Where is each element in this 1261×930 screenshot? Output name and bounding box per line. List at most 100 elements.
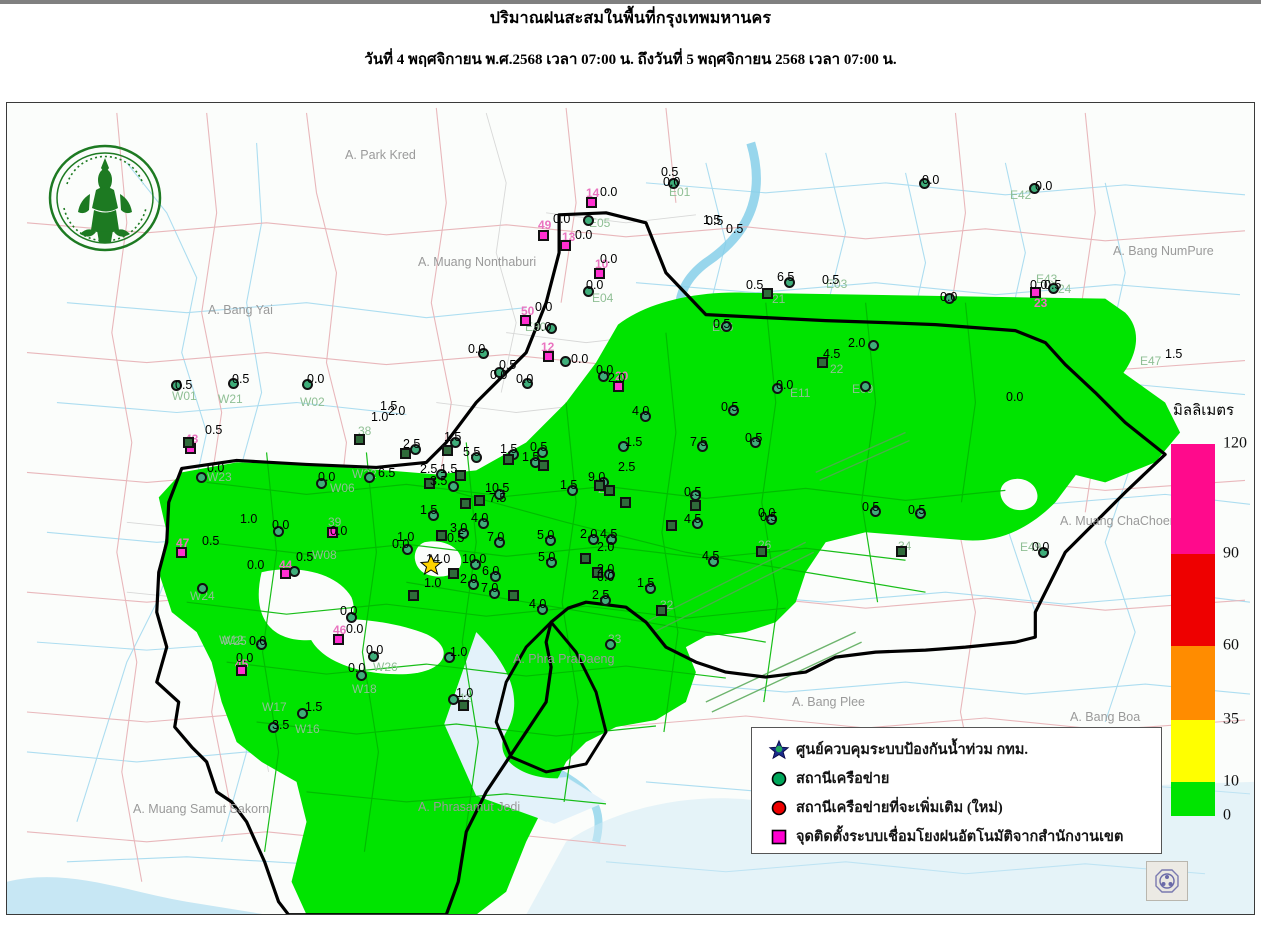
network-station-marker[interactable] [490,571,501,582]
pump-station-marker[interactable] [592,567,603,578]
network-station-marker[interactable] [356,670,367,681]
network-station-marker[interactable] [448,481,459,492]
network-station-marker[interactable] [368,651,379,662]
network-station-marker[interactable] [444,652,455,663]
network-station-marker[interactable] [944,293,955,304]
network-station-marker[interactable] [546,323,557,334]
network-station-marker[interactable] [537,604,548,615]
network-station-marker[interactable] [919,178,930,189]
network-station-marker[interactable] [567,485,578,496]
network-station-marker[interactable] [645,583,656,594]
district-auto-rain-gauge-marker[interactable] [280,568,291,579]
pump-station-marker[interactable] [183,437,194,448]
network-station-marker[interactable] [522,378,533,389]
network-station-marker[interactable] [721,321,732,332]
network-station-marker[interactable] [436,469,447,480]
network-station-marker[interactable] [489,588,500,599]
network-station-marker[interactable] [402,544,413,555]
pump-station-marker[interactable] [408,590,419,601]
pump-station-marker[interactable] [474,495,485,506]
network-station-marker[interactable] [606,534,617,545]
pump-station-marker[interactable] [756,546,767,557]
network-station-marker[interactable] [458,528,469,539]
network-station-marker[interactable] [478,348,489,359]
network-station-marker[interactable] [588,534,599,545]
district-auto-rain-gauge-marker[interactable] [543,351,554,362]
pump-station-marker[interactable] [620,497,631,508]
network-station-marker[interactable] [870,506,881,517]
network-station-marker[interactable] [728,405,739,416]
district-auto-rain-gauge-marker[interactable] [520,315,531,326]
district-auto-rain-gauge-marker[interactable] [586,197,597,208]
pump-station-marker[interactable] [436,530,447,541]
network-station-marker[interactable] [273,526,284,537]
pump-station-marker[interactable] [762,288,773,299]
network-station-marker[interactable] [766,514,777,525]
network-station-marker[interactable] [860,381,871,392]
pump-station-marker[interactable] [448,568,459,579]
pump-station-marker[interactable] [424,478,435,489]
pump-station-marker[interactable] [458,700,469,711]
network-station-marker[interactable] [750,437,761,448]
network-station-marker[interactable] [546,557,557,568]
network-station-marker[interactable] [560,356,571,367]
network-station-marker[interactable] [697,441,708,452]
network-station-marker[interactable] [268,722,279,733]
network-station-marker[interactable] [197,583,208,594]
pump-station-marker[interactable] [580,553,591,564]
network-station-marker[interactable] [583,286,594,297]
network-station-marker[interactable] [478,518,489,529]
pump-station-marker[interactable] [817,357,828,368]
pump-station-marker[interactable] [442,445,453,456]
network-station-marker[interactable] [494,489,505,500]
network-station-marker[interactable] [364,472,375,483]
pump-station-marker[interactable] [604,485,615,496]
network-station-marker[interactable] [1029,183,1040,194]
network-station-marker[interactable] [668,178,679,189]
network-station-marker[interactable] [494,367,505,378]
info-button[interactable] [1146,861,1188,901]
network-station-marker[interactable] [618,441,629,452]
network-station-marker[interactable] [583,215,594,226]
district-auto-rain-gauge-marker[interactable] [538,230,549,241]
pump-station-marker[interactable] [538,460,549,471]
network-station-marker[interactable] [297,708,308,719]
network-station-marker[interactable] [1038,547,1049,558]
network-station-marker[interactable] [605,639,616,650]
network-station-marker[interactable] [1048,283,1059,294]
district-auto-rain-gauge-marker[interactable] [560,240,571,251]
network-station-marker[interactable] [537,447,548,458]
network-station-marker[interactable] [915,508,926,519]
network-station-marker[interactable] [171,380,182,391]
network-station-marker[interactable] [868,340,879,351]
network-station-marker[interactable] [196,472,207,483]
pump-station-marker[interactable] [690,500,701,511]
network-station-marker[interactable] [410,444,421,455]
pump-station-marker[interactable] [656,605,667,616]
network-station-marker[interactable] [598,371,609,382]
network-station-marker[interactable] [468,579,479,590]
network-station-marker[interactable] [428,510,439,521]
district-auto-rain-gauge-marker[interactable] [327,527,338,538]
district-auto-rain-gauge-marker[interactable] [176,547,187,558]
network-station-marker[interactable] [228,378,239,389]
network-station-marker[interactable] [471,452,482,463]
pump-station-marker[interactable] [354,434,365,445]
network-station-marker[interactable] [346,612,357,623]
network-station-marker[interactable] [256,639,267,650]
pump-station-marker[interactable] [666,520,677,531]
network-station-marker[interactable] [470,559,481,570]
pump-station-marker[interactable] [508,590,519,601]
district-auto-rain-gauge-marker[interactable] [236,665,247,676]
pump-station-marker[interactable] [455,470,466,481]
network-station-marker[interactable] [708,556,719,567]
network-station-marker[interactable] [784,277,795,288]
network-station-marker[interactable] [545,535,556,546]
pump-station-marker[interactable] [896,546,907,557]
pump-station-marker[interactable] [460,498,471,509]
network-station-marker[interactable] [316,478,327,489]
pump-station-marker[interactable] [400,448,411,459]
network-station-marker[interactable] [494,537,505,548]
district-auto-rain-gauge-marker[interactable] [333,634,344,645]
district-auto-rain-gauge-marker[interactable] [1030,287,1041,298]
